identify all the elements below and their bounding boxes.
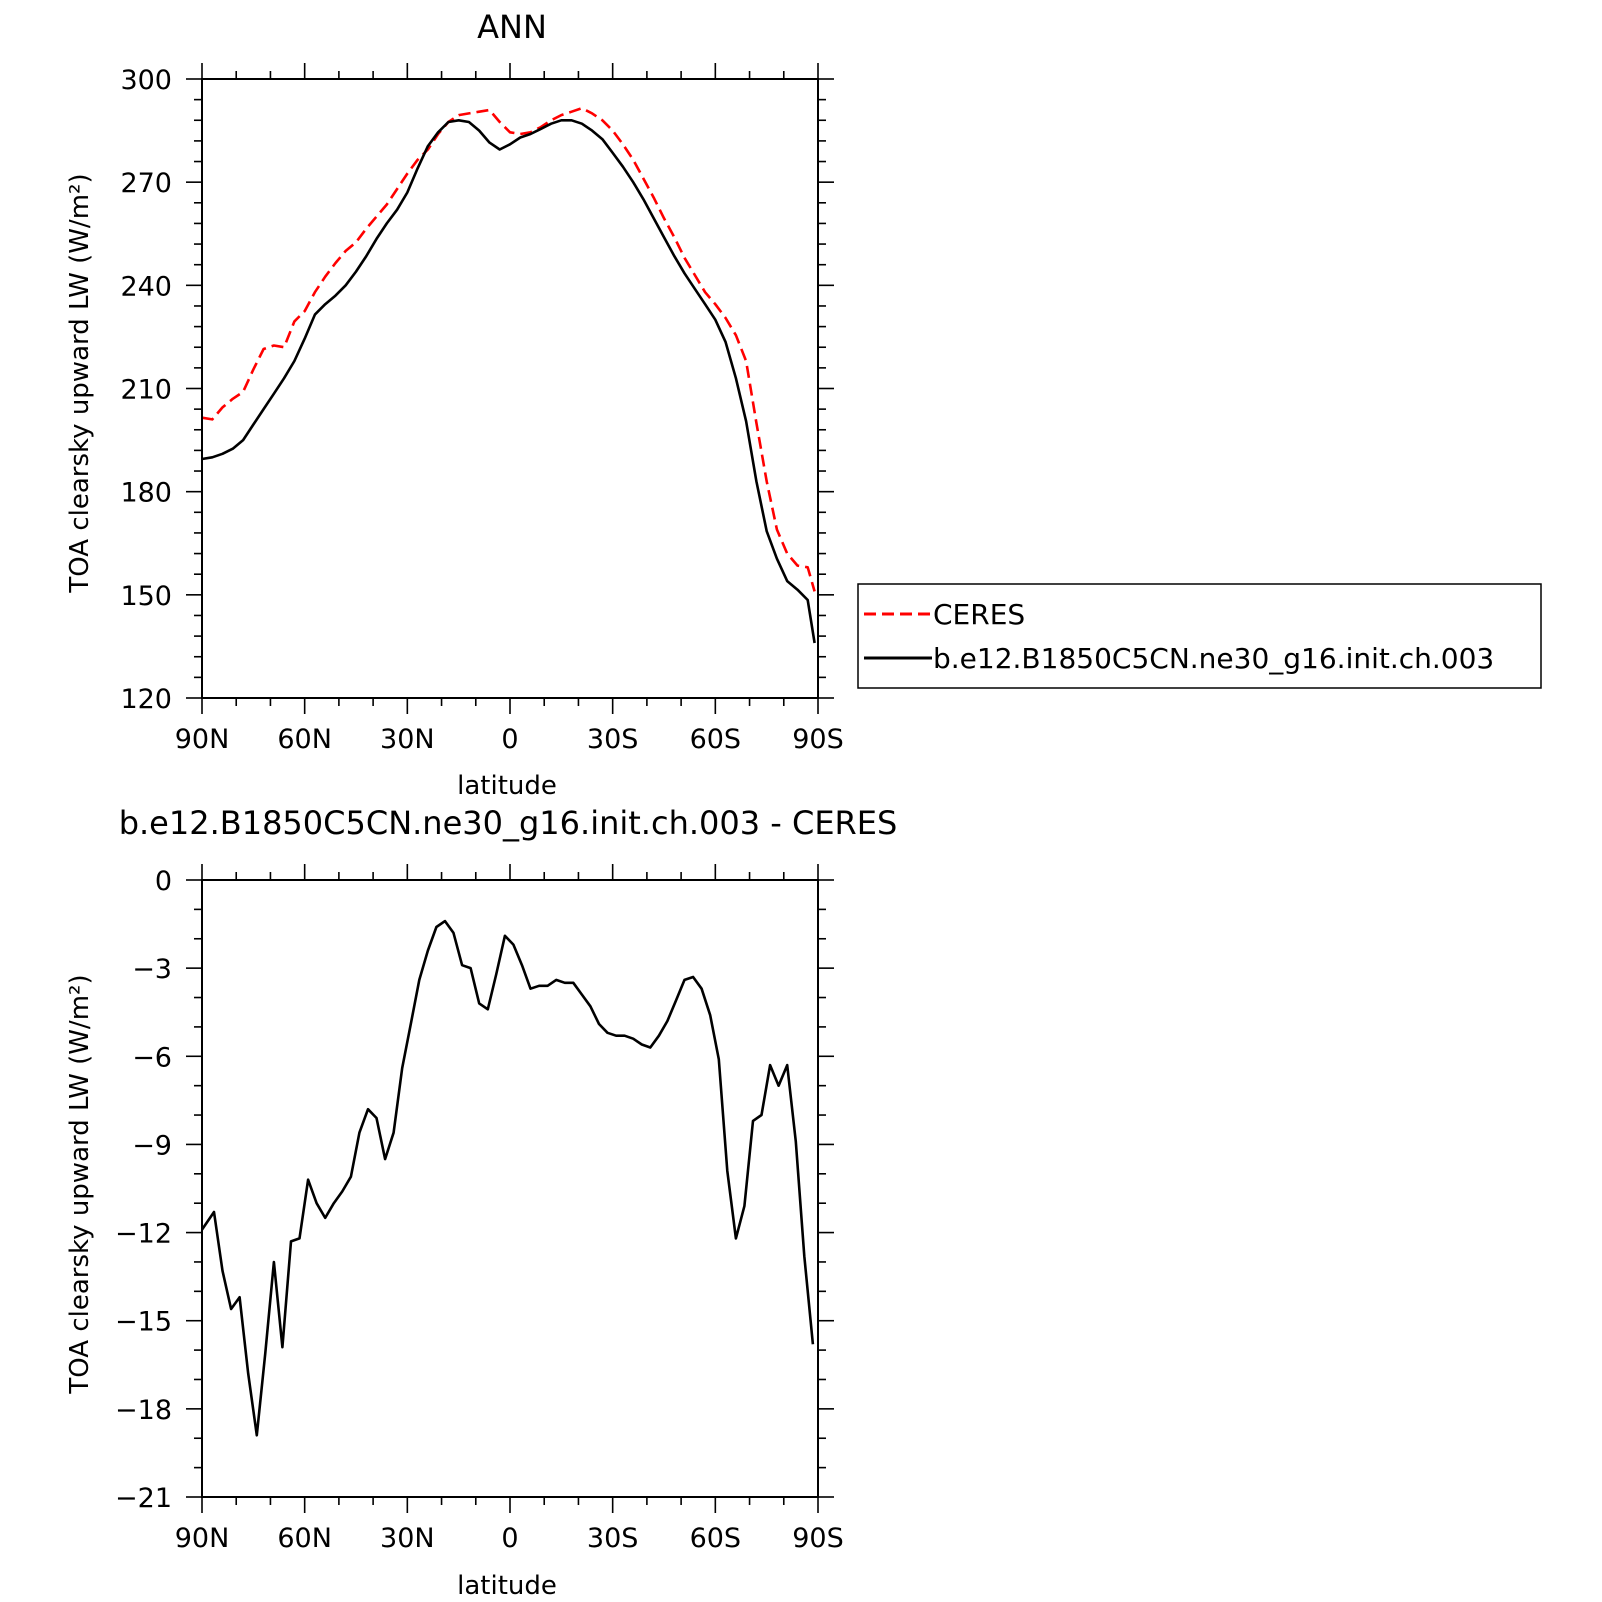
difference-chart-series — [200, 919, 815, 1437]
annual-chart-axes: 90N 60N 30N 0 30S 60S 90S 120 150 180 210 240 270 300 — [120, 63, 844, 755]
annual-chart-x-tick-label: 0 — [501, 724, 518, 755]
difference-chart-x-tick-label: 90N — [175, 1523, 230, 1554]
difference-chart-x-tick-label: 90S — [792, 1523, 844, 1554]
annual-chart-y-tick-label: 240 — [120, 271, 172, 302]
annual-chart-x-tick-label: 30N — [380, 724, 435, 755]
difference-chart-x-axis-label: latitude — [457, 1571, 557, 1601]
legend-label-model: b.e12.B1850C5CN.ne30_g16.init.ch.003 — [933, 642, 1494, 675]
legend-label-ceres: CERES — [933, 598, 1025, 631]
annual-chart-x-axis-label: latitude — [457, 771, 557, 801]
difference-chart-x-tick-label: 60S — [690, 1523, 742, 1554]
difference-chart-x-tick-label: 0 — [501, 1523, 518, 1554]
annual-chart-y-axis-label: TOA clearsky upward LW (W/m²) — [65, 173, 95, 593]
difference-chart-y-tick-label: −18 — [115, 1395, 172, 1426]
annual-chart-x-tick-label: 90S — [792, 724, 844, 755]
difference-chart-title: b.e12.B1850C5CN.ne30_g16.init.ch.003 - C… — [119, 804, 898, 842]
difference-chart-plot-frame — [201, 879, 819, 1498]
difference-chart: b.e12.B1850C5CN.ne30_g16.init.ch.003 - C… — [65, 804, 897, 1601]
difference-chart-axes: 90N 60N 30N 0 30S 60S 90S 0 −3 −6 −9 −12 −15 −18 −21 — [115, 864, 844, 1554]
difference-chart-y-tick-label: −12 — [115, 1219, 172, 1250]
difference-chart-x-tick-label: 60N — [277, 1523, 332, 1554]
difference-chart-y-tick-label: −9 — [132, 1130, 172, 1161]
annual-chart-y-tick-label: 300 — [120, 65, 172, 96]
annual-chart-series-b-e12-b1850c5cn-ne30-g16-init-ch-003-line — [201, 119, 816, 644]
annual-chart-x-tick-label: 30S — [587, 724, 639, 755]
legend-box — [857, 583, 1542, 689]
annual-chart-x-tick-label: 90N — [175, 724, 230, 755]
annual-chart-y-tick-label: 120 — [120, 684, 172, 715]
annual-chart-y-tick-label: 180 — [120, 478, 172, 509]
annual-chart-x-tick-label: 60N — [277, 724, 332, 755]
annual-chart-y-tick-label: 150 — [120, 581, 172, 612]
difference-chart-y-tick-label: −21 — [115, 1483, 172, 1514]
difference-chart-x-tick-label: 30N — [380, 1523, 435, 1554]
annual-chart-title: ANN — [477, 8, 547, 46]
annual-chart-series — [201, 106, 816, 644]
legend: CERES b.e12.B1850C5CN.ne30_g16.init.ch.0… — [857, 583, 1542, 689]
difference-chart-y-tick-label: −3 — [132, 954, 172, 985]
annual-chart-x-tick-label: 60S — [690, 724, 742, 755]
difference-chart-y-tick-label: −15 — [115, 1307, 172, 1338]
difference-chart-y-axis-label: TOA clearsky upward LW (W/m²) — [65, 974, 95, 1394]
difference-chart-x-tick-label: 30S — [587, 1523, 639, 1554]
annual-chart-series-ceres-line — [201, 106, 816, 592]
annual-chart-y-tick-label: 210 — [120, 375, 172, 406]
annual-chart: ANN 90N 60N 30N 0 30S 60S 90S 120 150 180 210 240 27… — [65, 8, 844, 801]
difference-chart-y-tick-label: −6 — [132, 1042, 172, 1073]
difference-chart-series-difference-line — [200, 919, 815, 1437]
difference-chart-y-tick-label: 0 — [155, 866, 172, 897]
annual-chart-y-tick-label: 270 — [120, 168, 172, 199]
annual-chart-plot-frame — [201, 78, 819, 699]
